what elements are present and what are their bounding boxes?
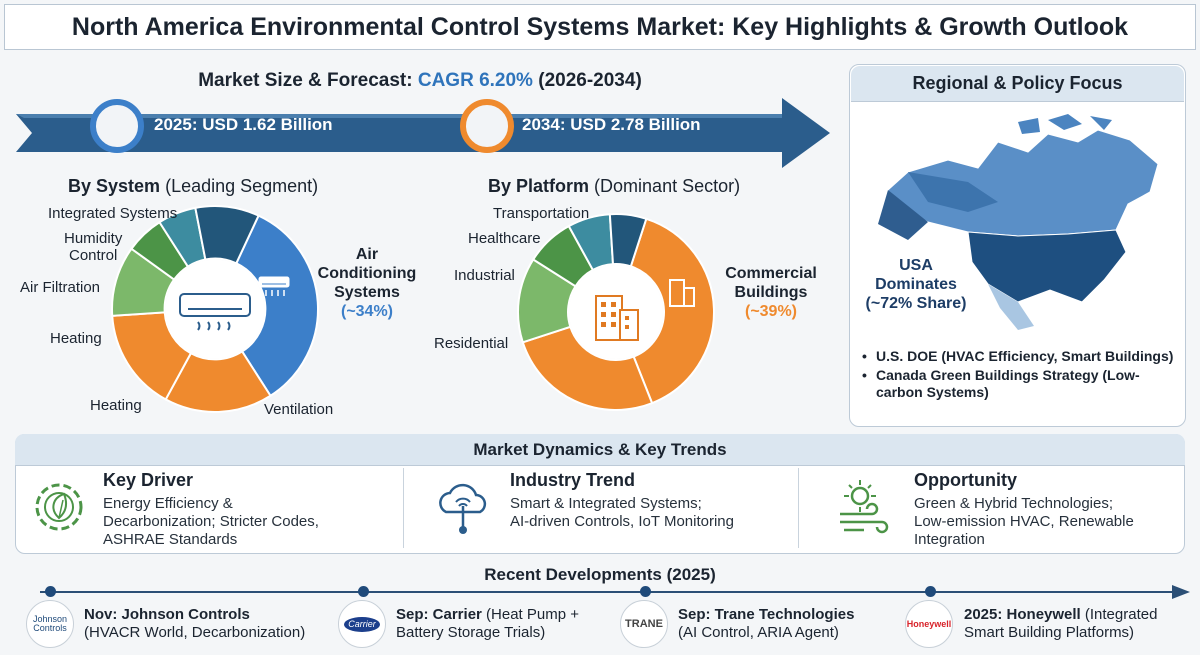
dynamics-divider xyxy=(798,468,799,548)
industry-trend-text: Smart & Integrated Systems; AI-driven Con… xyxy=(510,495,734,530)
small-ac-icon xyxy=(258,276,290,305)
timeline-line xyxy=(40,591,1180,593)
label-heating-a: Heating xyxy=(50,330,102,347)
opportunity-text: Green & Hybrid Technologies; Low-emission… xyxy=(914,495,1134,548)
cagr-value: CAGR 6.20% xyxy=(417,70,533,91)
regional-heading: Regional & Policy Focus xyxy=(851,66,1184,102)
by-system-title: By System (Leading Segment) xyxy=(68,176,319,196)
commercial-buildings-callout: Commercial Buildings (~39%) xyxy=(725,265,817,320)
timeline-dot xyxy=(45,586,56,597)
title-bar: North America Environmental Control Syst… xyxy=(4,4,1196,50)
label-heating-b: Heating xyxy=(90,397,142,414)
system-donut-chart xyxy=(111,205,319,413)
johnson-controls-logo: Johnson Controls xyxy=(26,600,74,648)
timeline-dot xyxy=(925,586,936,597)
policy-list: U.S. DOE (HVAC Efficiency, Smart Buildin… xyxy=(862,348,1174,401)
milestone-2025: 2025: USD 1.62 Billion xyxy=(154,115,333,134)
honeywell-logo: Honeywell xyxy=(905,600,953,648)
label-transportation: Transportation xyxy=(493,205,590,222)
key-driver-title: Key Driver xyxy=(103,470,194,490)
development-carrier: Sep: Carrier (Heat Pump + Battery Storag… xyxy=(396,606,580,641)
carrier-logo: Carrier xyxy=(338,600,386,648)
development-trane: Sep: Trane Technologies (AI Control, ARI… xyxy=(678,606,855,641)
key-driver-text: Energy Efficiency & Decarbonization; Stri… xyxy=(103,495,319,548)
developments-heading: Recent Developments (2025) xyxy=(484,565,716,584)
policy-item: Canada Green Buildings Strategy (Low-car… xyxy=(862,367,1174,401)
timeline-arrowhead xyxy=(1172,585,1190,599)
label-air-filtration: Air Filtration xyxy=(20,279,101,296)
usa-dominance-label: USA Dominates (~72% Share) xyxy=(865,257,967,312)
cloud-sensor-icon xyxy=(432,476,494,543)
sun-wind-icon xyxy=(834,476,896,543)
label-ventilation: Ventilation xyxy=(264,401,334,418)
small-building-icon xyxy=(668,276,696,313)
industry-trend-title: Industry Trend xyxy=(510,470,636,490)
key-driver-column: Key Driver Energy Efficiency & Decarboniz… xyxy=(103,470,319,550)
page-title: North America Environmental Control Syst… xyxy=(71,12,1129,41)
development-honeywell: 2025: Honeywell (Integrated Smart Buildi… xyxy=(964,606,1158,641)
policy-item: U.S. DOE (HVAC Efficiency, Smart Buildin… xyxy=(862,348,1174,365)
timeline-dot xyxy=(358,586,369,597)
donut-slice xyxy=(194,205,260,265)
dynamics-divider xyxy=(403,468,404,548)
milestone-dot-2034 xyxy=(460,99,514,153)
north-america-map xyxy=(868,112,1168,342)
label-integrated-systems: Integrated Systems xyxy=(48,205,178,222)
forecast-arrow: 2025: USD 1.62 Billion 2034: USD 2.78 Bi… xyxy=(12,96,832,170)
building-icon xyxy=(592,290,642,347)
timeline-dot xyxy=(640,586,651,597)
donut-slice xyxy=(608,213,648,268)
industry-trend-column: Industry Trend Smart & Integrated System… xyxy=(510,470,734,550)
donut-slice xyxy=(234,214,319,398)
by-platform-title: By Platform (Dominant Sector) xyxy=(488,176,741,196)
dynamics-heading: Market Dynamics & Key Trends xyxy=(15,434,1185,466)
opportunity-column: Opportunity Green & Hybrid Technologies;… xyxy=(914,470,1134,550)
trane-logo: TRANE xyxy=(620,600,668,648)
label-industrial: Industrial xyxy=(454,267,515,284)
gear-leaf-icon xyxy=(28,476,90,543)
donut-slice xyxy=(521,325,654,411)
label-residential: Residential xyxy=(434,335,509,352)
donut-slice xyxy=(629,217,715,405)
forecast-period: (2026-2034) xyxy=(538,70,642,91)
forecast-prefix: Market Size & Forecast: xyxy=(198,70,413,91)
milestone-dot-2025 xyxy=(90,99,144,153)
milestone-2034: 2034: USD 2.78 Billion xyxy=(522,115,701,134)
air-conditioning-callout: Air Conditioning Systems (~34%) xyxy=(317,246,417,320)
air-conditioner-icon xyxy=(178,292,252,343)
arrow-shape xyxy=(16,98,830,168)
opportunity-title: Opportunity xyxy=(914,470,1017,490)
label-healthcare: Healthcare xyxy=(468,230,541,247)
development-johnson-controls: Nov: Johnson Controls (HVACR World, Deca… xyxy=(84,606,306,641)
label-humidity-control: Humidity Control xyxy=(64,230,123,264)
forecast-heading: Market Size & Forecast: CAGR 6.20% (2026… xyxy=(20,70,820,92)
